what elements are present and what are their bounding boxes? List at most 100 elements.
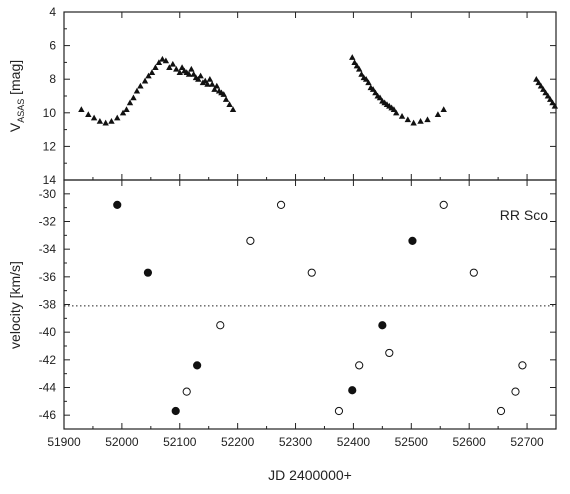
bottom-y-tick-label: -42 (39, 353, 57, 367)
top-y-tick-label: 8 (49, 72, 56, 86)
x-ticks: 51900 52000 52100 52200 52300 52400 52500 52600… (47, 12, 544, 449)
magnitude-point (188, 65, 195, 72)
bottom-y-tick-label: -46 (39, 408, 57, 422)
velocity-point-open (276, 200, 286, 209)
top-panel-frame (63, 11, 557, 181)
magnitude-point (398, 112, 406, 119)
magnitude-point (162, 57, 170, 64)
magnitude-point (126, 99, 134, 106)
magnitude-point (178, 64, 186, 70)
magnitude-point (353, 62, 361, 69)
magnitude-point (85, 111, 92, 118)
bottom-y-tick-label: -30 (39, 187, 57, 201)
star-name-annotation: RR Sco (500, 207, 548, 223)
top-y-axis-title: VASAS [mag] (7, 60, 26, 132)
magnitude-point (393, 109, 400, 116)
magnitude-point (108, 118, 115, 124)
velocity-point-filled (143, 268, 153, 277)
magnitude-point (549, 99, 556, 106)
x-axis-title: JD 2400000+ (268, 467, 352, 483)
bottom-data-points (113, 200, 527, 416)
velocity-point-open (355, 361, 364, 370)
magnitude-point (166, 64, 173, 70)
magnitude-point (176, 69, 183, 76)
magnitude-point (535, 79, 542, 86)
magnitude-point (424, 116, 431, 123)
velocity-point-open (385, 348, 394, 358)
magnitude-point (78, 106, 85, 112)
velocity-point-open (216, 321, 225, 330)
bottom-y-tick-label: -44 (39, 381, 57, 395)
magnitude-point (417, 118, 424, 124)
bottom-y-tick-label: -36 (39, 270, 57, 284)
magnitude-point (542, 89, 549, 96)
x-tick-label: 52000 (105, 435, 139, 449)
magnitude-point (204, 81, 211, 87)
magnitude-point (362, 76, 370, 82)
magnitude-point (226, 101, 233, 107)
magnitude-point (356, 65, 363, 72)
x-tick-label: 52700 (510, 435, 544, 449)
magnitude-point (148, 69, 156, 76)
magnitude-point (404, 116, 412, 123)
magnitude-point (208, 81, 216, 87)
magnitude-point (229, 106, 237, 112)
magnitude-point (376, 94, 384, 101)
magnitude-point (434, 111, 442, 118)
x-tick-label: 51900 (47, 435, 81, 449)
magnitude-point (152, 64, 159, 70)
bottom-panel-frame (63, 179, 557, 430)
magnitude-point (369, 86, 377, 92)
magnitude-point (440, 106, 447, 112)
velocity-point-filled (408, 236, 417, 245)
velocity-point-open (511, 387, 520, 396)
velocity-point-open (439, 200, 448, 209)
magnitude-point (197, 72, 204, 79)
bottom-y-tick-label: -34 (39, 242, 57, 256)
top-y-tick-label: 10 (43, 106, 57, 120)
velocity-point-filled (193, 361, 202, 370)
magnitude-point (211, 86, 218, 92)
magnitude-point (119, 109, 127, 116)
top-data-points (78, 54, 559, 126)
magnitude-point (202, 77, 209, 84)
magnitude-point (547, 96, 554, 102)
magnitude-point (185, 70, 193, 77)
top-y-tick-label: 6 (49, 39, 56, 53)
magnitude-point (365, 79, 372, 86)
magnitude-point (123, 106, 130, 112)
velocity-point-filled (378, 321, 387, 330)
velocity-point-open (518, 361, 527, 370)
magnitude-point (190, 70, 197, 77)
velocity-point-open (496, 406, 506, 416)
x-tick-label: 52300 (279, 435, 313, 449)
bottom-y-tick-label: -40 (39, 325, 57, 339)
magnitude-point (137, 82, 144, 89)
x-tick-label: 52400 (337, 435, 371, 449)
magnitude-point (145, 72, 152, 79)
magnitude-point (173, 65, 180, 72)
velocity-point-filled (113, 200, 122, 209)
top-y-tick-label: 14 (43, 173, 57, 187)
velocity-point-open (307, 268, 316, 277)
magnitude-point (195, 76, 202, 82)
magnitude-point (220, 91, 227, 97)
x-tick-label: 52200 (221, 435, 255, 449)
magnitude-point (390, 106, 398, 112)
top-y-ticks: 4 6 8 10 12 14 (43, 5, 556, 187)
velocity-point-open (246, 236, 255, 245)
bottom-y-tick-label: -32 (39, 215, 57, 229)
magnitude-point (537, 82, 545, 89)
magnitude-point (96, 118, 104, 124)
top-y-axis-title-unit: [mag] (7, 60, 23, 99)
magnitude-point (114, 114, 121, 121)
magnitude-point (533, 76, 540, 82)
velocity-point-filled (171, 406, 180, 416)
velocity-point-open (334, 406, 344, 416)
magnitude-point (206, 76, 214, 82)
top-y-axis-title-sub: ASAS (16, 99, 26, 123)
x-tick-label: 52600 (452, 435, 486, 449)
top-y-axis-title-main: V (7, 122, 23, 132)
top-y-tick-label: 12 (43, 139, 57, 153)
